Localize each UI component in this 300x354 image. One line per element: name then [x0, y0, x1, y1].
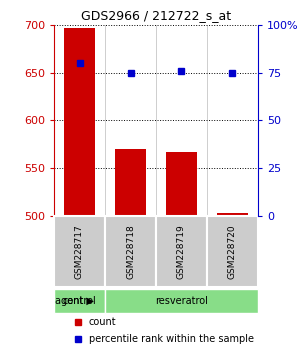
Bar — [115, 149, 146, 216]
FancyBboxPatch shape — [54, 289, 105, 313]
Text: percentile rank within the sample: percentile rank within the sample — [89, 334, 254, 344]
Text: GSM228717: GSM228717 — [75, 224, 84, 279]
Bar — [166, 152, 197, 216]
FancyBboxPatch shape — [156, 216, 207, 287]
Text: agent ▶: agent ▶ — [55, 296, 94, 306]
Bar — [64, 28, 95, 216]
Text: GSM228719: GSM228719 — [177, 224, 186, 279]
Text: GSM228718: GSM228718 — [126, 224, 135, 279]
FancyBboxPatch shape — [105, 216, 156, 287]
Text: GSM228720: GSM228720 — [228, 224, 237, 279]
FancyBboxPatch shape — [207, 216, 258, 287]
Text: resveratrol: resveratrol — [155, 296, 208, 306]
FancyBboxPatch shape — [105, 289, 258, 313]
FancyBboxPatch shape — [54, 216, 105, 287]
Text: count: count — [89, 317, 116, 327]
Title: GDS2966 / 212722_s_at: GDS2966 / 212722_s_at — [81, 9, 231, 22]
Bar — [217, 213, 248, 216]
Text: control: control — [63, 296, 96, 306]
